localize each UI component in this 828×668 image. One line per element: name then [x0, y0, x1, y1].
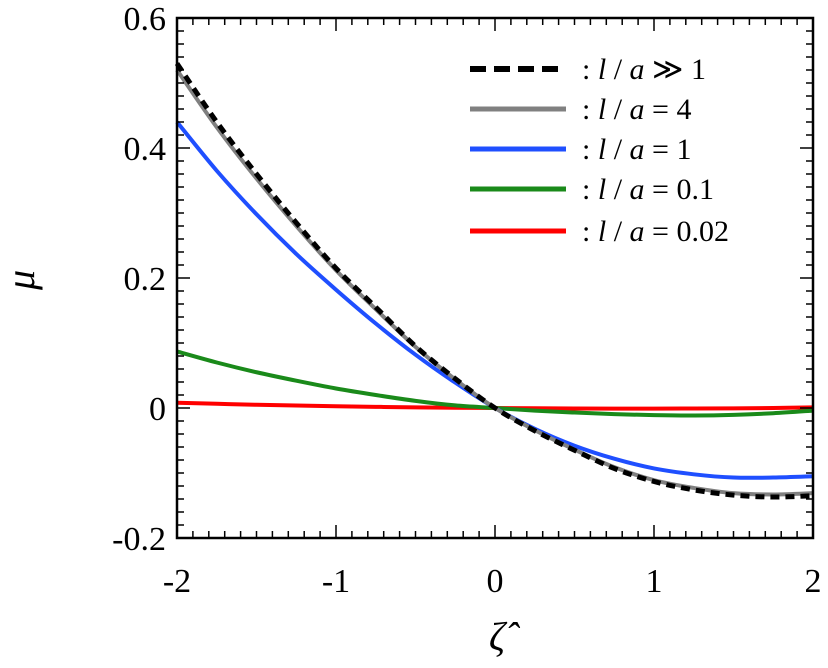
y-tick-label: 0 [149, 391, 166, 428]
axis-ticks [176, 17, 814, 539]
legend-label-4: : l / a = 0.02 [582, 215, 729, 248]
x-tick-label: 0 [487, 563, 504, 600]
legend-label-0: : l / a ≫ 1 [582, 53, 706, 86]
y-axis-label: μ [0, 270, 43, 291]
series-line-2 [175, 120, 814, 480]
x-tick-label: 2 [805, 563, 822, 600]
x-tick-label: -2 [163, 563, 191, 600]
plot-frame [175, 16, 815, 540]
series-line-0 [174, 62, 814, 500]
legend: : l / a ≫ 1 : l / a = 4 : l / a = 1 : l / a… [470, 53, 729, 248]
series-line-1 [175, 68, 814, 497]
y-tick-label: 0.4 [124, 131, 167, 168]
legend-label-1: : l / a = 4 [582, 93, 691, 126]
tick-labels: -2 -1 0 1 2 -0.2 0 0.2 0.4 0.6 [112, 1, 821, 600]
legend-label-3: : l / a = 0.1 [582, 173, 714, 206]
y-tick-label: 0.2 [124, 261, 167, 298]
x-tick-label: -1 [322, 563, 350, 600]
legend-label-2: : l / a = 1 [582, 133, 691, 166]
x-axis-label: ζ̂ [489, 614, 520, 659]
y-tick-label: -0.2 [112, 521, 166, 558]
y-tick-label: 0.6 [124, 1, 167, 38]
x-tick-label: 1 [646, 563, 663, 600]
series-lines [174, 62, 814, 500]
